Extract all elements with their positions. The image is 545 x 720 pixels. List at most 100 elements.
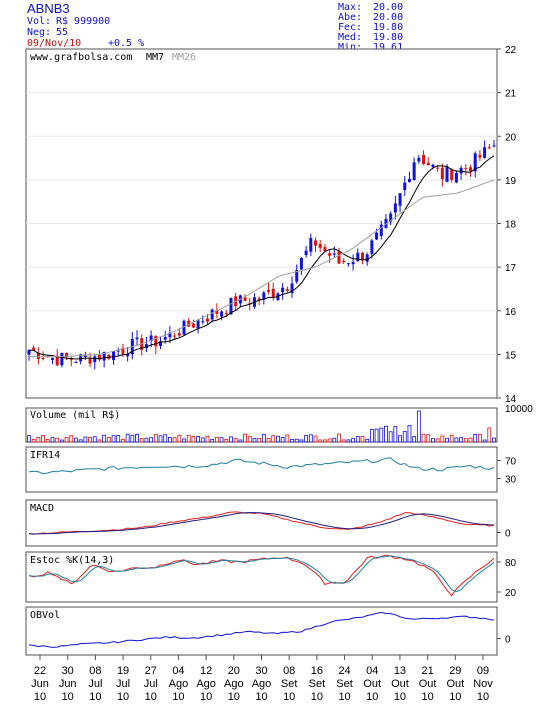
candle-body <box>478 154 482 158</box>
y-tick-label: 80 <box>505 558 517 569</box>
y-tick-label: 16 <box>505 307 517 318</box>
volume-bar <box>280 437 285 443</box>
candle-body <box>346 263 350 265</box>
volume-bar <box>374 428 379 443</box>
volume-bar <box>238 439 243 443</box>
volume-bar <box>121 439 125 443</box>
volume-bar <box>168 437 172 443</box>
x-tick-year: 10 <box>255 691 267 703</box>
volume-title: Volume (mil R$) <box>30 410 120 421</box>
candle-body <box>83 355 87 358</box>
x-tick-day: 19 <box>117 665 129 677</box>
candle-body <box>389 213 393 222</box>
candle-body <box>290 283 294 294</box>
x-tick-day: 22 <box>34 665 46 677</box>
candle-body <box>144 344 148 348</box>
stat-label: Abe: <box>338 12 362 23</box>
volume-bar <box>177 434 182 443</box>
volume-bar <box>219 437 224 443</box>
x-tick-year: 10 <box>477 691 489 703</box>
candle-body <box>102 352 106 361</box>
candle-body <box>393 203 397 213</box>
x-tick-year: 10 <box>200 691 212 703</box>
candle-body <box>79 354 83 362</box>
volume-bar <box>285 434 290 443</box>
candle-body <box>60 352 64 366</box>
vol-value: R$ 999900 <box>56 16 110 27</box>
candle-body <box>41 358 45 360</box>
candle-body <box>55 355 59 366</box>
candle-body <box>168 332 172 338</box>
candle-body <box>407 178 411 183</box>
price-panel: 14 15 16 17 18 19 20 21 22 www.grafbolsa.com MM7 MM… <box>25 45 517 405</box>
volume-bar <box>468 437 473 443</box>
x-tick-month: Out <box>419 678 437 690</box>
y-tick-label: 20 <box>505 132 517 143</box>
x-tick-year: 10 <box>145 691 157 703</box>
volume-bar <box>332 437 337 443</box>
y-tick-label: 22 <box>505 45 517 56</box>
candle-body <box>309 237 313 252</box>
stat-label: Med: <box>338 32 362 43</box>
x-tick-year: 10 <box>338 691 350 703</box>
x-tick-day: 04 <box>366 665 378 677</box>
candle-body <box>295 270 299 282</box>
candle-body <box>271 288 275 298</box>
indicator-frame <box>25 499 498 547</box>
y-tick-label: 0 <box>505 528 511 539</box>
y-tick-label: 20 <box>505 588 517 599</box>
volume-bar <box>323 439 327 443</box>
candle-body <box>328 253 332 256</box>
stat-label: Max: <box>338 2 362 13</box>
volume-bar <box>290 439 294 443</box>
stat-value: 20.00 <box>373 12 403 23</box>
candle-body <box>318 244 322 248</box>
candle-body <box>243 297 247 301</box>
y-tick-label: 30 <box>505 475 517 486</box>
x-tick-year: 10 <box>449 691 461 703</box>
candle-body <box>149 335 153 341</box>
indicator-frame <box>25 446 498 493</box>
volume-bar <box>210 439 215 443</box>
y-tick-label: 19 <box>505 176 517 187</box>
candle-body <box>379 224 383 236</box>
candle-body <box>210 309 214 320</box>
volume-bar <box>92 436 97 443</box>
y-tick-label: 70 <box>505 457 517 468</box>
candle-body <box>445 166 449 182</box>
x-tick-day: 24 <box>338 665 350 677</box>
x-tick-month: Out <box>363 678 381 690</box>
x-tick-day: 27 <box>145 665 157 677</box>
volume-bar <box>233 438 238 443</box>
volume-bar <box>191 436 196 443</box>
x-tick-day: 16 <box>311 665 323 677</box>
candle-body <box>126 354 130 357</box>
volume-bar <box>487 427 492 443</box>
candle-body <box>337 251 341 264</box>
stat-label: Min: <box>338 42 362 53</box>
volume-bar <box>243 433 247 443</box>
volume-bar <box>271 435 276 443</box>
x-tick-year: 10 <box>366 691 378 703</box>
price-stats: Max: 20.00 Abe: 20.00 Fec: 19.80 Med: 19.80 Min:… <box>338 2 403 53</box>
candle-body <box>163 336 167 340</box>
volume-bar <box>360 435 365 443</box>
volume-bar <box>478 433 482 443</box>
x-tick-month: Ago <box>169 678 189 690</box>
volume-bar <box>27 435 31 443</box>
volume-bar <box>130 434 135 443</box>
candle-body <box>285 289 289 291</box>
candle-body <box>112 351 116 361</box>
volume-panel: Volume (mil R$) 10000 <box>25 404 533 443</box>
y-tick-label: 18 <box>505 220 517 231</box>
stat-value: 19.80 <box>373 32 403 43</box>
volume-bar <box>313 435 318 443</box>
quote-date: 09/Nov/10 <box>27 38 81 49</box>
candle-body <box>360 252 364 261</box>
indicator-title: Estoc %K(14,3) <box>30 555 114 566</box>
x-tick-year: 10 <box>172 691 184 703</box>
x-axis: 22Jun1030Jun1008Jul1019Jul1027Jul1004Ago… <box>31 655 493 703</box>
stoch-k-line <box>28 554 495 597</box>
volume-bar <box>186 434 191 443</box>
candle-body <box>201 321 205 323</box>
